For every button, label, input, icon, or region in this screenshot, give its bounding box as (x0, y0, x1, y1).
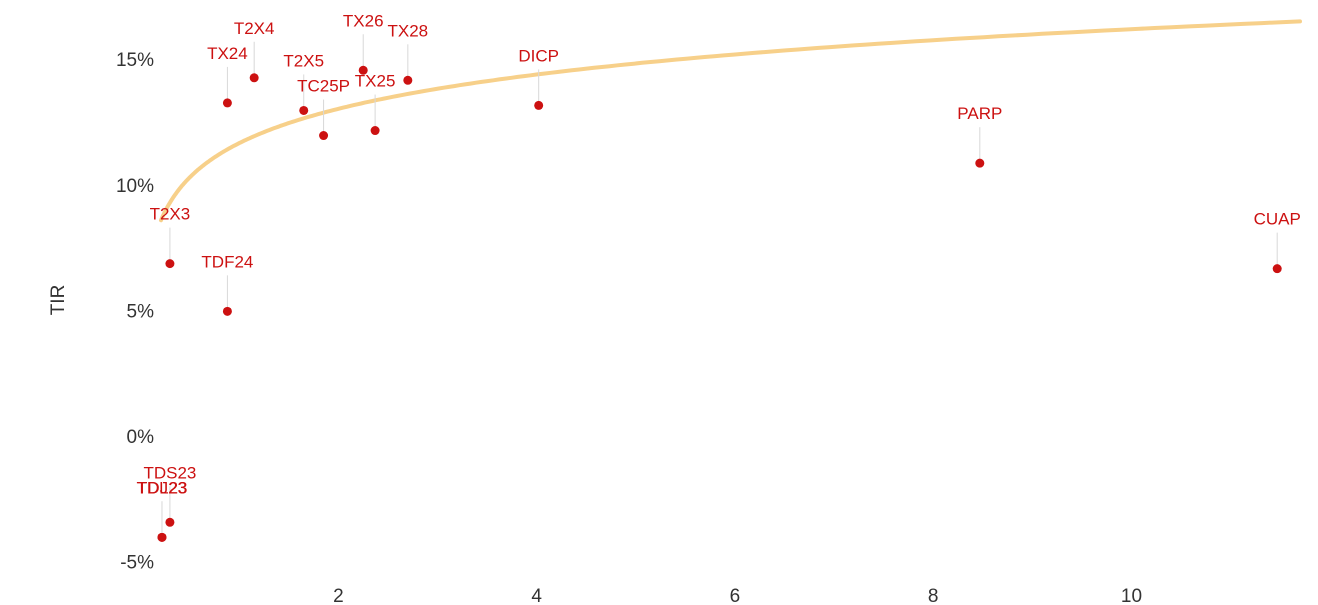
point-label: TDL23 (136, 478, 187, 497)
x-tick-label: 2 (333, 586, 344, 605)
point-label: TDF24 (201, 252, 253, 271)
point-label: T2X4 (234, 19, 275, 38)
data-point (165, 517, 175, 527)
point-label: TC25P (297, 77, 350, 96)
x-tick-label: 10 (1121, 586, 1142, 605)
data-point (319, 131, 329, 141)
point-label: T2X5 (283, 51, 324, 70)
x-tick-label: 6 (730, 586, 741, 605)
point-label: TDJ23 (137, 478, 187, 497)
point-label: TX26 (343, 11, 384, 30)
x-tick-label: 4 (531, 586, 542, 605)
data-point (370, 126, 380, 136)
point-label: PARP (957, 104, 1002, 123)
y-axis-ticks: 15% 10% 5% 0% -5% (116, 50, 154, 573)
points-layer: TX24 T2X4 T2X5 TC25P TX26 TX25 TX28 DICP PARP CUA… (136, 11, 1301, 542)
y-tick-label: -5% (120, 552, 154, 573)
data-point (358, 65, 368, 75)
x-tick-label: 8 (928, 586, 939, 605)
point-label: TX24 (207, 44, 248, 63)
data-point (299, 105, 309, 115)
trend-layer (159, 19, 1302, 223)
data-point (534, 100, 544, 110)
point-label: TX28 (388, 21, 429, 40)
point-label: TDS23 (143, 463, 196, 482)
x-axis-ticks: 2 4 6 8 10 (333, 586, 1142, 605)
data-point (1272, 264, 1282, 274)
data-point (403, 75, 413, 85)
data-point (165, 259, 175, 269)
y-tick-label: 5% (127, 301, 155, 322)
point-label: TX25 (355, 72, 396, 91)
y-axis-label: TIR (48, 285, 69, 316)
data-point (222, 98, 232, 108)
point-label: CUAP (1254, 210, 1301, 229)
point-label: DICP (518, 46, 559, 65)
point-label: T2X3 (150, 205, 191, 224)
data-point (157, 532, 167, 542)
trend-line (159, 19, 1302, 223)
y-tick-label: 15% (116, 50, 154, 71)
y-tick-label: 10% (116, 176, 154, 197)
data-point (222, 306, 232, 316)
data-point (249, 73, 259, 83)
data-point (975, 158, 985, 168)
y-tick-label: 0% (127, 427, 155, 448)
